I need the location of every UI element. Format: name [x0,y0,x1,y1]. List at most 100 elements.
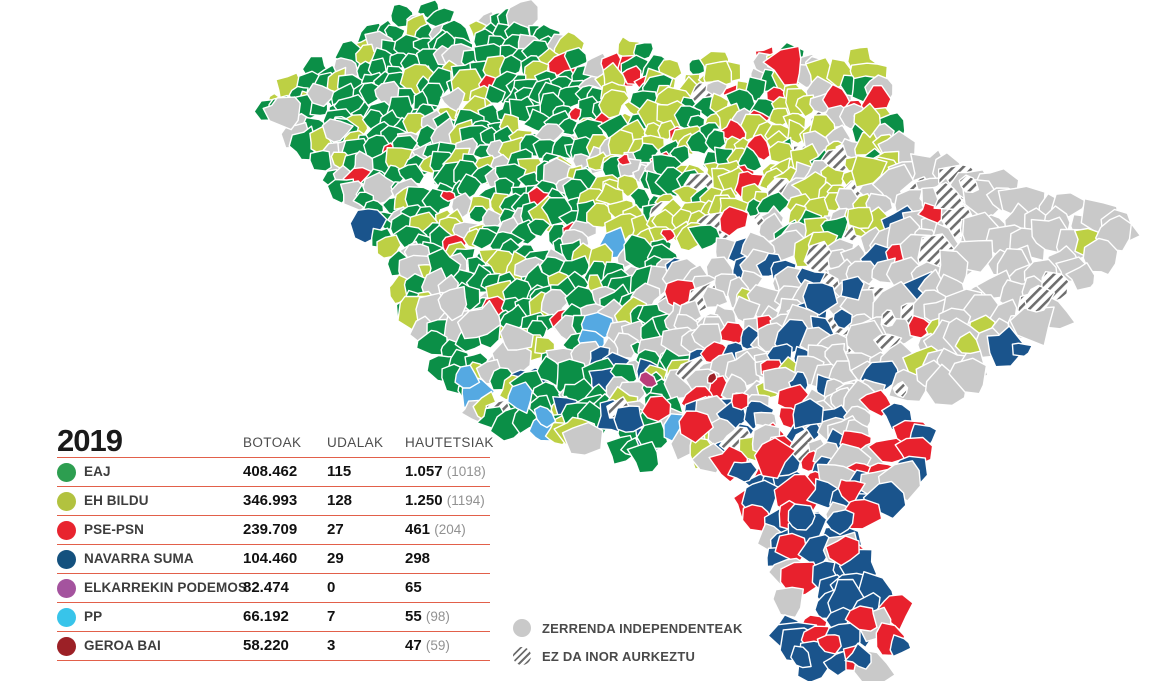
municipalities-value: 7 [327,608,336,625]
hatched-circle-icon [513,647,531,665]
map-cell [889,634,912,658]
map-cell [321,118,354,143]
map-cell [824,509,855,536]
map-cell [678,410,714,444]
map-cell [844,605,878,632]
map-cell [508,95,535,123]
table-row: EH BILDU 346.993 128 1.250 (1194) [57,487,490,516]
party-color-dot [57,607,76,627]
map-cell [731,392,749,411]
councillors-value: 65 [405,579,422,596]
map-cell [1024,284,1056,313]
column-header-udalak: UDALAK [327,435,384,450]
map-cell [309,149,332,172]
table-row: GEROA BAI 58.220 3 47 (59) [57,632,490,661]
map-cell [629,187,652,211]
map-cell [933,181,965,211]
municipalities-value: 115 [327,463,352,480]
councillors-value: 298 [405,550,431,567]
table-row: ELKARREKIN PODEMOS 82.474 0 65 [57,574,490,603]
previous-councillors: (1018) [446,464,486,479]
map-cell [986,325,1024,368]
map-cell [306,82,335,108]
column-header-botoak: BOTOAK [243,435,302,450]
votes-value: 346.993 [243,492,298,509]
map-cell [613,405,645,433]
councillors-value: 55 (98) [405,608,450,625]
table-row: NAVARRA SUMA 104.460 29 298 [57,545,490,574]
legend-label: ZERRENDA INDEPENDENTEAK [542,620,743,636]
map-legend: ZERRENDA INDEPENDENTEAK EZ DA INOR AURKE… [513,614,743,670]
map-cell [437,285,468,322]
party-color-dot [57,520,76,540]
party-color-dot [57,636,76,656]
map-cell [948,357,988,395]
votes-value: 239.709 [243,521,298,538]
map-cell [484,84,506,105]
map-cell [1009,306,1055,347]
previous-councillors: (59) [425,638,450,653]
legend-item-independents: ZERRENDA INDEPENDENTEAK [513,614,743,642]
map-cell [802,282,839,316]
map-cell [1011,342,1033,357]
map-cell [840,275,865,301]
map-cell [851,155,888,188]
gray-circle-icon [513,619,531,637]
map-cell [846,206,874,229]
map-cell [954,331,982,355]
votes-value: 104.460 [243,550,298,567]
party-name: EAJ [84,464,111,479]
map-cell [790,645,812,669]
column-header-hautetsiak: HAUTETSIAK [405,435,494,450]
map-cell [626,441,660,474]
results-table: 2019 BOTOAK UDALAK HAUTETSIAK EAJ 408.46… [57,421,493,661]
map-cell [1065,262,1096,292]
table-row: PP 66.192 7 55 (98) [57,603,490,632]
map-cell [719,205,750,237]
map-cell [507,381,533,414]
previous-councillors: (204) [434,522,466,537]
municipalities-value: 0 [327,579,336,596]
map-cell [701,285,729,309]
party-name: GEROA BAI [84,638,161,653]
map-cell [457,299,502,340]
map-cell [844,642,872,670]
map-cell [825,535,860,567]
party-color-dot [57,491,76,511]
map-cell [561,421,604,456]
map-cell [816,634,842,655]
municipalities-value: 27 [327,521,344,538]
party-color-dot [57,462,76,482]
map-cell [753,437,797,479]
map-cell [837,478,866,504]
party-color-dot [57,578,76,598]
party-name: PP [84,609,103,624]
map-cell [787,503,816,531]
previous-councillors: (1194) [446,493,485,508]
map-cell [568,106,582,122]
map-cell [792,397,824,430]
year-title: 2019 [57,423,123,458]
map-cell [616,153,632,166]
map-cell [638,370,658,388]
map-cell [687,224,722,251]
map-cell [880,309,897,328]
table-header: 2019 BOTOAK UDALAK HAUTETSIAK [57,421,493,458]
map-cell [853,102,881,139]
votes-value: 408.462 [243,463,298,480]
councillors-value: 1.057 (1018) [405,463,486,480]
map-cell [1082,237,1119,276]
party-name: PSE-PSN [84,522,144,537]
map-cell [262,96,301,131]
map-cell [421,82,445,107]
councillors-value: 461 (204) [405,521,466,538]
legend-item-no-candidates: EZ DA INOR AURKEZTU [513,642,743,670]
legend-label: EZ DA INOR AURKEZTU [542,648,696,664]
map-cell [471,227,500,250]
table-row: PSE-PSN 239.709 27 461 (204) [57,516,490,545]
councillors-value: 47 (59) [405,637,450,654]
map-cell [762,45,802,86]
votes-value: 58.220 [243,637,289,654]
